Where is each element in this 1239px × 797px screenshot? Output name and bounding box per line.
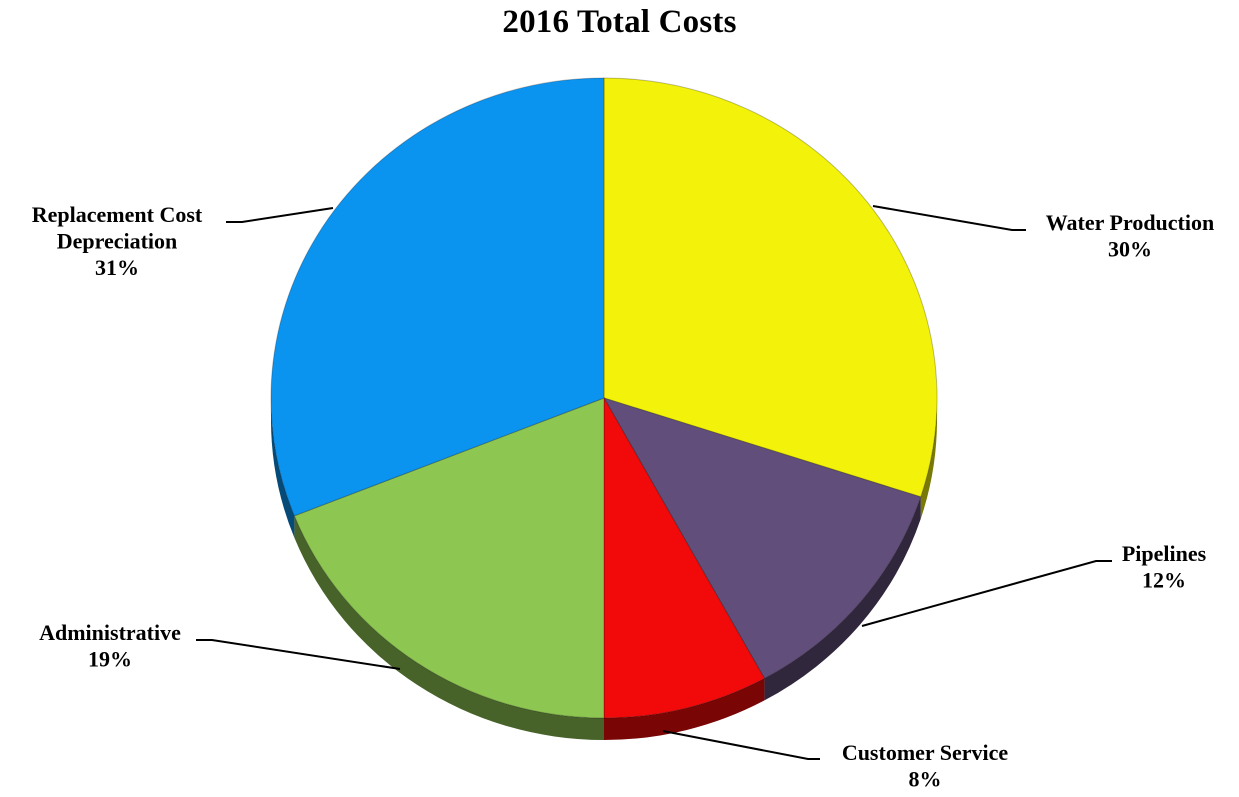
pie-slice-customer-service	[603, 396, 766, 719]
slice-label-water-production: Water Production 30%	[1046, 210, 1214, 261]
slice-name-administrative: Administrative	[39, 620, 181, 645]
label-layer: Water Production 30% Pipelines 12% Customer …	[32, 202, 1214, 791]
slice-label-customer-service: Customer Service 8%	[842, 740, 1009, 791]
pie-depth-layer	[271, 398, 938, 740]
slice-label-pipelines: Pipelines 12%	[1122, 541, 1207, 592]
pie-side-replacement-cost-depreciation	[271, 398, 295, 538]
pie-side-water-production	[920, 398, 938, 519]
leader-line-administrative	[196, 639, 401, 670]
leader-line-replacement-cost-depreciation	[226, 207, 334, 223]
pie-slice-administrative	[293, 397, 605, 719]
pie-side-pipelines	[764, 496, 921, 701]
leader-line-layer	[196, 205, 1112, 760]
chart-title: 2016 Total Costs	[502, 4, 737, 40]
slice-percent-pipelines: 12%	[1142, 567, 1186, 592]
pie-slice-replacement-cost-depreciation	[270, 77, 605, 517]
slice-percent-replacement-cost-depreciation: 31%	[95, 255, 139, 280]
slice-percent-administrative: 19%	[88, 646, 132, 671]
leader-line-water-production	[872, 205, 1026, 231]
slice-name-replacement-cost-depreciation-line-1: Replacement Cost	[32, 202, 203, 227]
slice-label-replacement-cost-depreciation: Replacement Cost Depreciation 31%	[32, 202, 203, 280]
leader-line-customer-service	[662, 730, 820, 760]
slice-name-replacement-cost-depreciation-line-2: Depreciation	[57, 228, 178, 253]
pie-slice-water-production	[603, 77, 938, 498]
slice-name-water-production: Water Production	[1046, 210, 1214, 235]
slice-percent-customer-service: 8%	[909, 766, 942, 791]
slice-percent-water-production: 30%	[1108, 236, 1152, 261]
leader-line-pipelines	[861, 560, 1112, 627]
slice-name-customer-service: Customer Service	[842, 740, 1009, 765]
slice-label-administrative: Administrative 19%	[39, 620, 181, 671]
pie-side-customer-service	[604, 678, 765, 740]
pie-side-administrative	[294, 515, 604, 740]
pie-face-layer	[270, 77, 938, 719]
pie-slice-pipelines	[602, 397, 922, 680]
slice-name-pipelines: Pipelines	[1122, 541, 1207, 566]
